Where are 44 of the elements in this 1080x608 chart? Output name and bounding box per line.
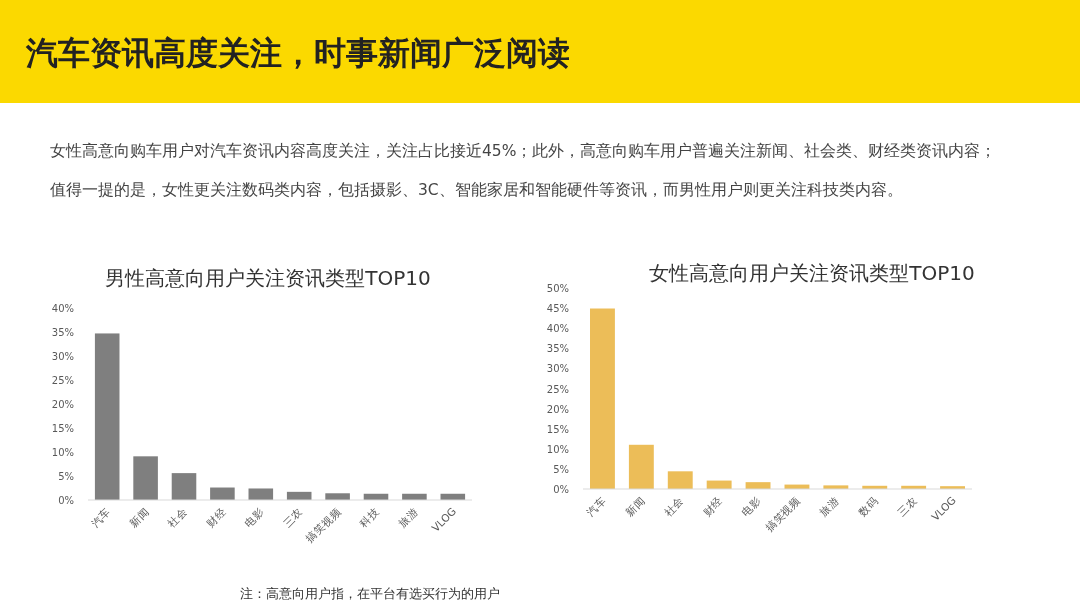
y-tick-label: 0% bbox=[553, 484, 569, 495]
x-tick-label: 新闻 bbox=[622, 493, 647, 518]
text: 注：高意向用户指，在平台有选买行为的用户 bbox=[240, 586, 500, 601]
y-tick-label: 20% bbox=[546, 403, 569, 415]
y-tick-label: 35% bbox=[546, 343, 569, 355]
chart-title: 女性高意向用户关注资讯类型TOP10 bbox=[649, 261, 975, 285]
x-tick-label: 旅游 bbox=[395, 504, 420, 529]
y-tick-label: 10% bbox=[546, 443, 569, 455]
y-tick-label: 5% bbox=[553, 463, 569, 475]
y-tick-label: 45% bbox=[546, 303, 569, 315]
x-tick-label: 旅游 bbox=[817, 493, 842, 518]
x-tick-label: 电影 bbox=[242, 504, 267, 529]
x-tick-label: 社会 bbox=[661, 493, 686, 518]
x-tick-label: 汽车 bbox=[583, 493, 608, 518]
y-tick-label: 5% bbox=[58, 471, 74, 482]
x-tick-label: 搞笑视频 bbox=[762, 493, 803, 534]
x-tick-label: 新闻 bbox=[126, 504, 152, 529]
text: 女性高意向购车用户对汽车资讯内容高度关注，关注占比接近45%；此外，高意向购车用户普遍关注新闻、社会类、财经类资讯内容； bbox=[50, 142, 997, 160]
y-tick-label: 20% bbox=[51, 399, 74, 410]
text: 值得一提的是，女性更关注数码类内容，包括摄影、3C、智能家居和智能硬件等资讯，而男性用户则更关注科技类内容。 bbox=[50, 181, 903, 199]
y-tick-label: 25% bbox=[546, 383, 569, 395]
y-tick-label: 50% bbox=[546, 283, 569, 294]
y-tick-label: 15% bbox=[546, 423, 569, 435]
chart-title: 男性高意向用户关注资讯类型TOP10 bbox=[105, 266, 431, 290]
y-tick-label: 30% bbox=[546, 363, 569, 375]
x-tick-label: 数码 bbox=[856, 493, 881, 518]
y-tick-label: 15% bbox=[51, 423, 74, 434]
x-tick-label: 财经 bbox=[700, 493, 725, 518]
x-tick-label: 科技 bbox=[357, 504, 382, 529]
text: 汽车资讯高度关注，时事新闻广泛阅读 bbox=[25, 34, 570, 72]
y-tick-label: 25% bbox=[51, 375, 74, 386]
x-tick-label: 电影 bbox=[739, 493, 764, 518]
x-tick-label: 财经 bbox=[203, 504, 228, 529]
y-tick-label: 40% bbox=[51, 303, 74, 314]
y-tick-label: 0% bbox=[58, 495, 74, 506]
x-tick-label: 汽车 bbox=[88, 504, 113, 529]
y-tick-label: 40% bbox=[546, 323, 569, 335]
y-tick-label: 35% bbox=[51, 327, 74, 338]
y-tick-label: 30% bbox=[51, 351, 74, 362]
y-tick-label: 10% bbox=[51, 447, 74, 458]
x-tick-label: 三农 bbox=[895, 493, 920, 518]
x-tick-label: 三农 bbox=[280, 504, 305, 529]
x-tick-label: 社会 bbox=[165, 504, 190, 529]
x-tick-label: 搞笑视频 bbox=[303, 504, 344, 545]
